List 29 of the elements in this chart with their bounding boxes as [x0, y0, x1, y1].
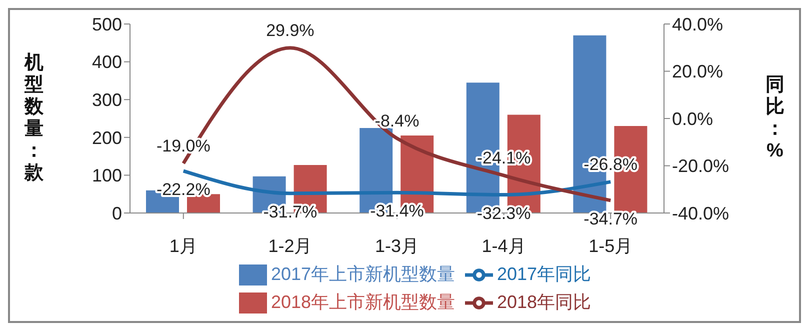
- y2-tick-label: 40.0%: [672, 14, 724, 34]
- y2-tick-label: -20.0%: [672, 156, 730, 176]
- y-tick-label: 0: [112, 203, 122, 224]
- data-label: -34.7%: [584, 209, 638, 228]
- x-tick-label: 1-3月: [374, 236, 420, 256]
- data-label: -31.7%: [263, 202, 318, 222]
- y-tick-label: 300: [92, 90, 122, 110]
- x-tick-label: 1月: [169, 236, 198, 256]
- y2-tick-label: 0.0%: [672, 108, 714, 129]
- y-tick-label: 200: [92, 128, 122, 148]
- data-label: -31.4%: [370, 202, 424, 221]
- y2-axis-title: 同比：%: [766, 74, 784, 162]
- x-tick-label: 1-2月: [268, 236, 312, 256]
- x-tick-label: 1-4月: [482, 236, 526, 256]
- y-tick-label: 100: [92, 166, 122, 186]
- y-tick-label: 500: [92, 14, 122, 34]
- legend-label: 2018年上市新机型数量: [270, 292, 455, 312]
- y2-tick-label: 20.0%: [672, 62, 724, 82]
- x-tick-label: 1-5月: [588, 236, 633, 256]
- y-axis-title: 机型数量：款: [24, 52, 44, 184]
- data-label: -26.8%: [584, 154, 638, 174]
- legend-label: 2017年上市新机型数量: [270, 264, 455, 284]
- data-label: -24.1%: [476, 148, 531, 168]
- data-label: 29.9%: [266, 20, 314, 40]
- y2-tick-label: -40.0%: [672, 203, 730, 224]
- legend-label: 2017年同比: [497, 264, 592, 284]
- data-label: -8.4%: [374, 111, 420, 130]
- y-tick-label: 400: [92, 52, 122, 72]
- legend-label: 2018年同比: [497, 292, 592, 312]
